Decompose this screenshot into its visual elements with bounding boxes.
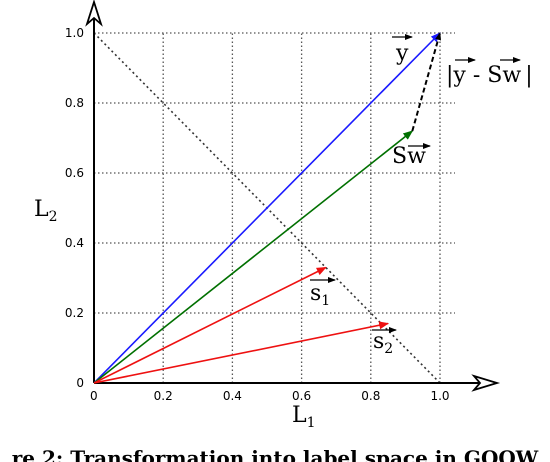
y-tick-labels: 0 0.2 0.4 0.6 0.8 1.0 (65, 26, 84, 390)
y-tick-label: 0.4 (65, 236, 84, 250)
vector-y (93, 32, 441, 384)
x-tick-label: 0.2 (154, 389, 173, 403)
vectors (93, 32, 441, 384)
x-tick-label: 0.6 (292, 389, 311, 403)
x-axis-arrow-icon (471, 374, 501, 392)
svg-text:|y - Sw|: |y - Sw | (446, 63, 533, 88)
y-axis (85, 0, 103, 383)
x-tick-label: 1.0 (430, 389, 449, 403)
y-tick-label: 0 (76, 376, 84, 390)
label-s2: s2 (372, 327, 397, 357)
y-tick-label: 0.2 (65, 306, 84, 320)
vector-s2 (93, 321, 390, 384)
vector-s1 (93, 266, 327, 384)
label-y: y (392, 34, 413, 66)
grid (94, 32, 455, 383)
svg-text:Sw: Sw (392, 144, 426, 169)
y-tick-label: 1.0 (65, 26, 84, 40)
x-tick-label: 0 (90, 389, 98, 403)
vector-diagram: 0 0.2 0.4 0.6 0.8 1.0 00.20.40.60.81.0 L1 L2 … (34, 0, 533, 431)
x-axis-label: L1 (292, 403, 316, 431)
label-difference: |y - Sw | (446, 57, 533, 88)
x-tick-labels: 0 0.2 0.4 0.6 0.8 1.0 (90, 389, 450, 403)
figure-caption: re 2: Transformation into label space in… (11, 446, 539, 462)
svg-text:y: y (395, 41, 409, 66)
vector-sw (93, 130, 414, 384)
vector-y-sw (411, 32, 441, 132)
label-Sw: Sw (392, 143, 431, 169)
y-axis-label: L2 (34, 197, 58, 225)
x-tick-label: 0.4 (223, 389, 242, 403)
svg-text:s2: s2 (373, 329, 393, 357)
label-s1: s1 (310, 277, 336, 309)
x-tick-label: 0.8 (361, 389, 380, 403)
y-axis-arrow-icon (85, 0, 103, 27)
svg-text:s1: s1 (310, 281, 330, 309)
y-tick-label: 0.8 (65, 96, 84, 110)
y-tick-label: 0.6 (65, 166, 84, 180)
x-axis (94, 374, 501, 392)
